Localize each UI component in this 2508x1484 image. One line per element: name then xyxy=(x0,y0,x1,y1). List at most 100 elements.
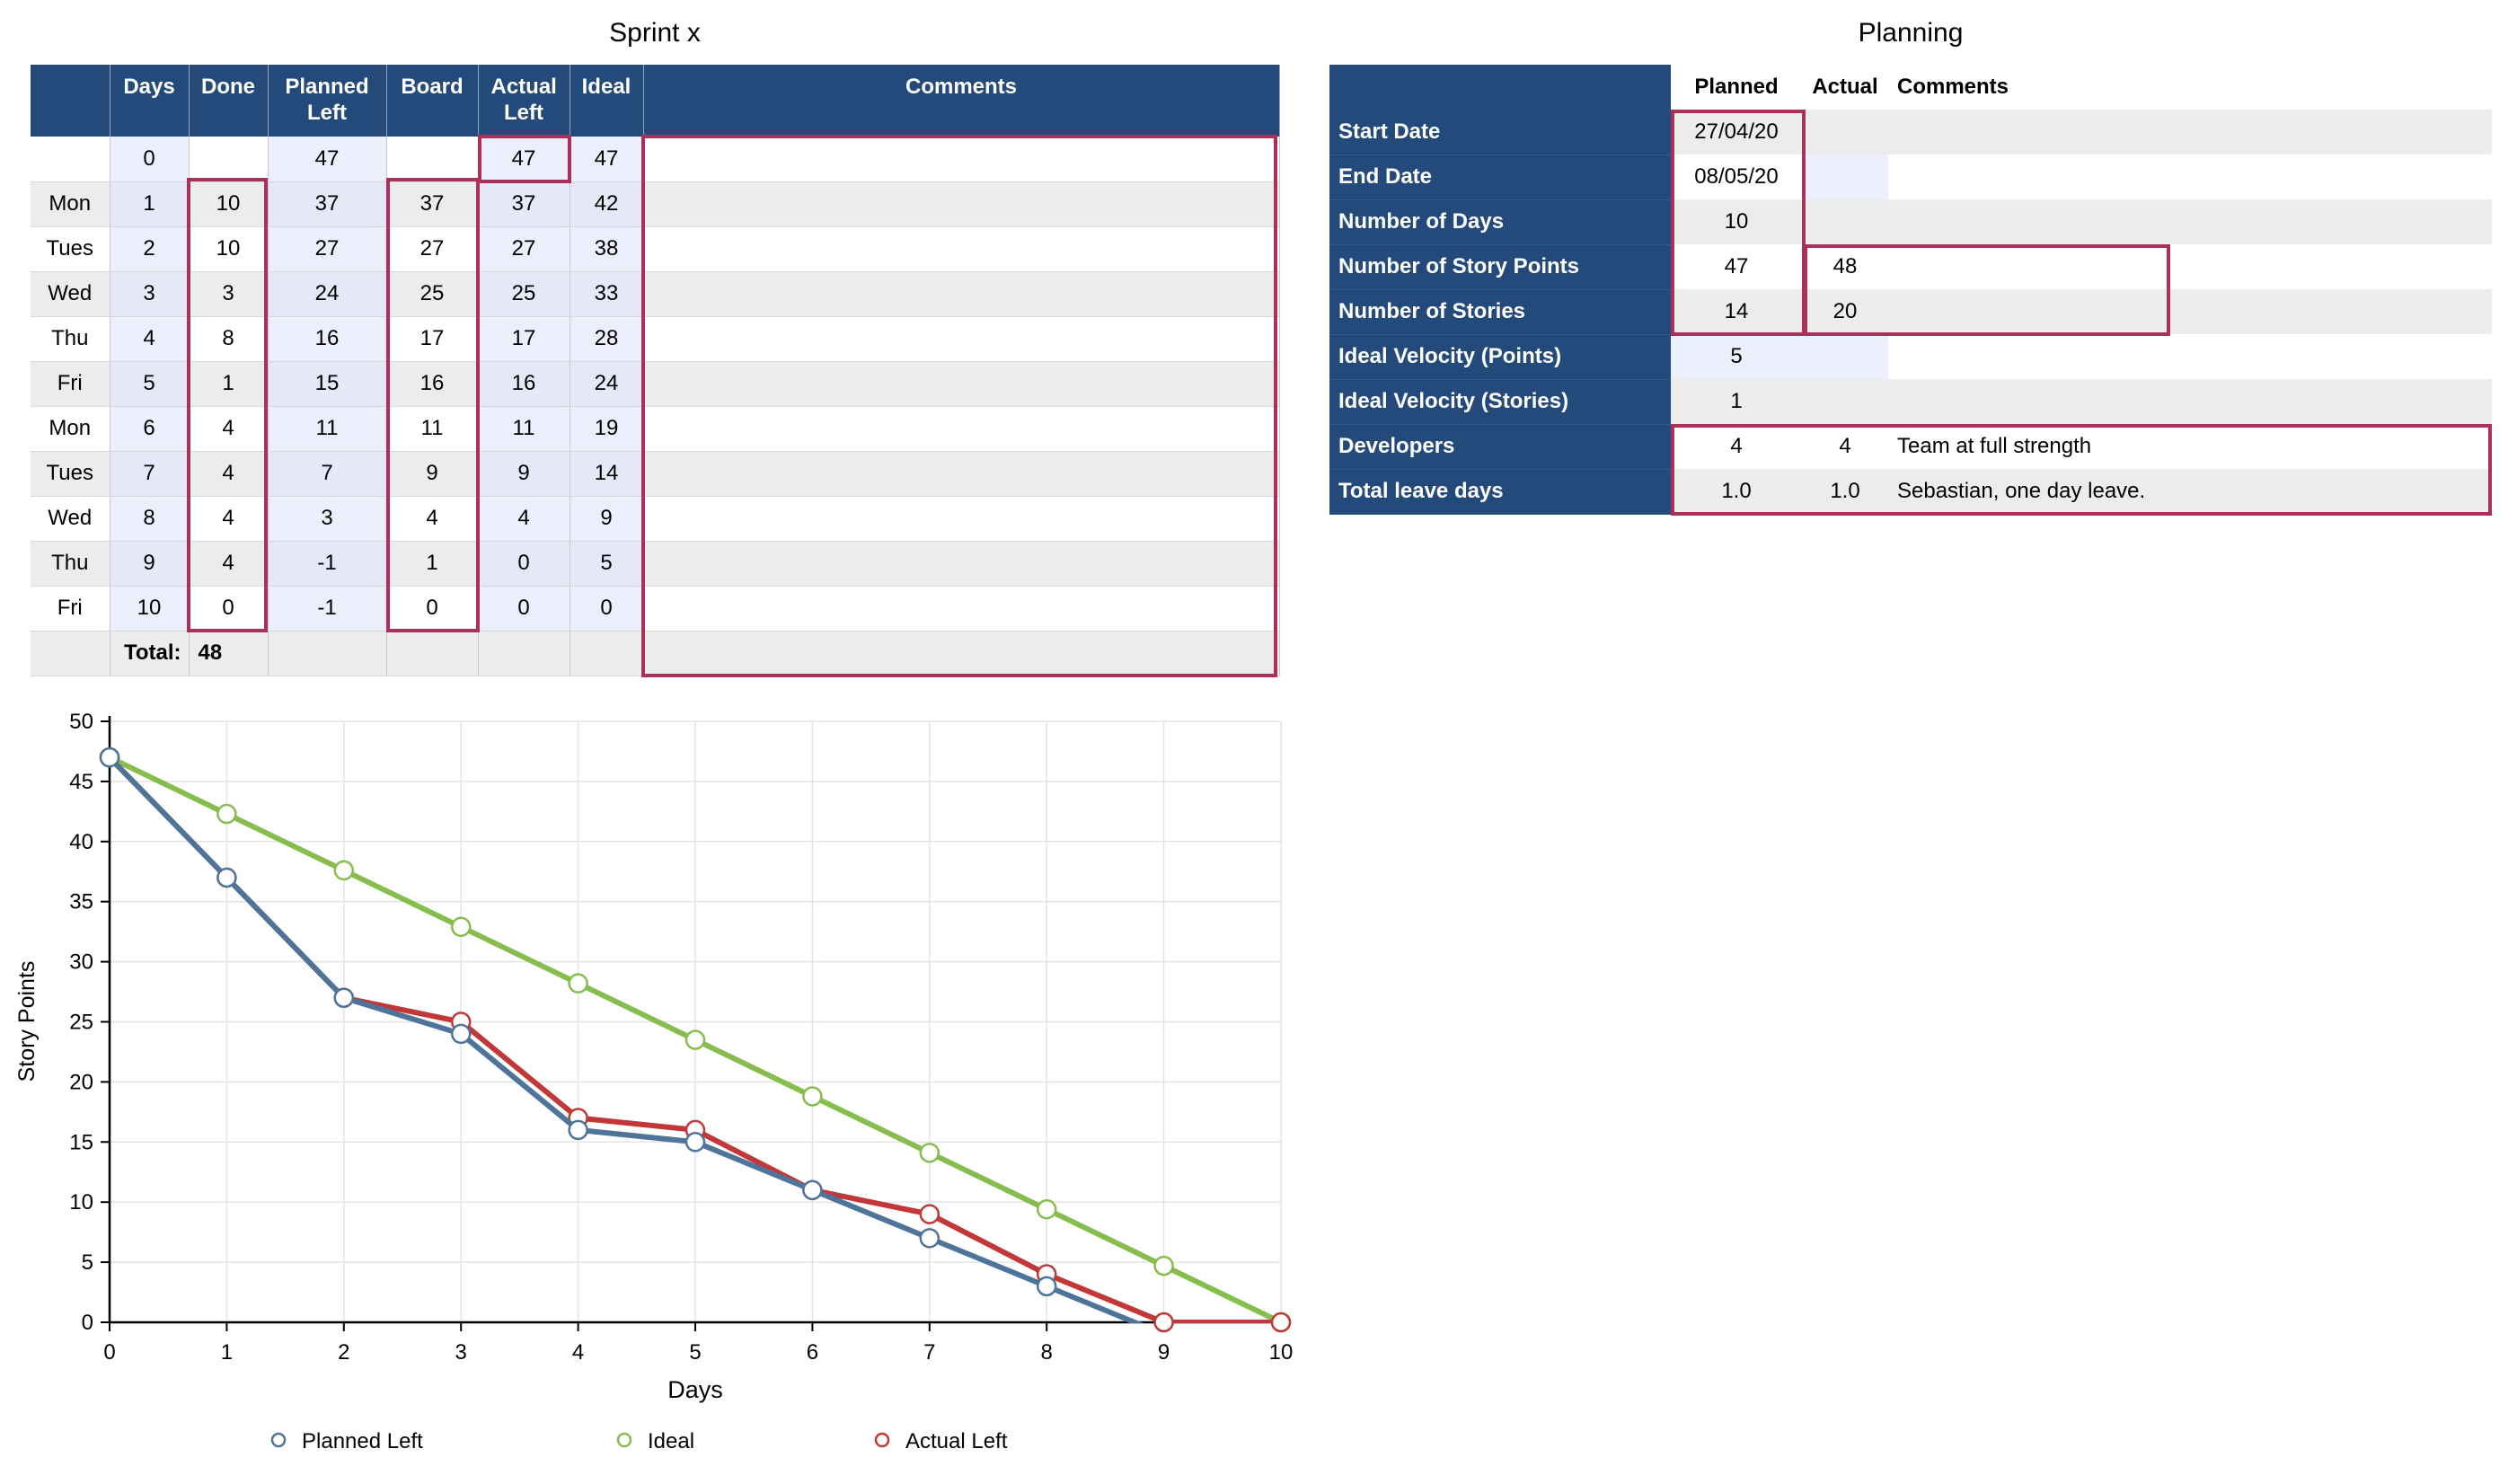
sprint-cell-board[interactable]: 1 xyxy=(386,541,479,587)
sprint-cell-comment[interactable] xyxy=(643,226,1280,272)
planning-comment[interactable] xyxy=(1888,110,2492,155)
data-point-planned-left[interactable] xyxy=(684,1132,706,1153)
sprint-cell-comment[interactable] xyxy=(643,181,1280,227)
sprint-cell-ideal[interactable]: 38 xyxy=(570,226,644,272)
planning-comment[interactable] xyxy=(1888,289,2492,334)
data-point-planned-left[interactable] xyxy=(333,987,355,1008)
sprint-cell-board[interactable]: 9 xyxy=(386,451,479,497)
sprint-cell-actual-left[interactable]: 17 xyxy=(478,316,570,362)
sprint-cell-planned-left[interactable]: 47 xyxy=(268,137,387,182)
sprint-cell-day[interactable]: 3 xyxy=(110,271,190,317)
sprint-cell-comment[interactable] xyxy=(643,361,1280,407)
sprint-cell-weekday[interactable]: Thu xyxy=(31,316,110,362)
sprint-cell-planned-left[interactable]: 16 xyxy=(268,316,387,362)
sprint-cell-board[interactable]: 27 xyxy=(386,226,479,272)
data-point-planned-left[interactable] xyxy=(99,746,120,768)
sprint-cell-weekday[interactable] xyxy=(31,137,110,182)
data-point-ideal[interactable] xyxy=(919,1143,940,1163)
sprint-cell-comment[interactable] xyxy=(643,271,1280,317)
data-point-ideal[interactable] xyxy=(1153,1255,1174,1276)
sprint-cell-board[interactable] xyxy=(386,137,479,182)
sprint-cell-weekday[interactable]: Wed xyxy=(31,496,110,542)
sprint-cell-day[interactable]: 9 xyxy=(110,541,190,587)
sprint-cell-actual-left[interactable]: 16 xyxy=(478,361,570,407)
sprint-cell-planned-left[interactable]: 37 xyxy=(268,181,387,227)
sprint-cell-ideal[interactable]: 0 xyxy=(570,586,644,632)
planning-planned[interactable]: 14 xyxy=(1671,289,1802,334)
data-point-ideal[interactable] xyxy=(450,916,472,938)
planning-header-actual[interactable]: Actual xyxy=(1802,65,1888,110)
sprint-cell-comment[interactable] xyxy=(643,541,1280,587)
sprint-header-actual-left[interactable]: Actual Left xyxy=(478,65,570,137)
sprint-cell-done[interactable]: 1 xyxy=(189,361,269,407)
sprint-cell-day[interactable]: 6 xyxy=(110,406,190,452)
sprint-cell-board[interactable]: 17 xyxy=(386,316,479,362)
planning-actual[interactable]: 20 xyxy=(1802,289,1888,334)
sprint-cell-ideal[interactable]: 47 xyxy=(570,137,644,182)
sprint-cell-comment[interactable] xyxy=(643,137,1280,182)
sprint-header-planned-left[interactable]: Planned Left xyxy=(268,65,387,137)
sprint-header-board[interactable]: Board xyxy=(386,65,479,137)
sprint-cell-done[interactable]: 0 xyxy=(189,586,269,632)
planning-planned[interactable]: 27/04/20 xyxy=(1671,110,1802,155)
sprint-header-comments[interactable]: Comments xyxy=(643,65,1280,137)
sprint-cell-comment[interactable] xyxy=(643,496,1280,542)
sprint-cell-board[interactable]: 4 xyxy=(386,496,479,542)
sprint-cell-board[interactable]: 11 xyxy=(386,406,479,452)
sprint-cell-planned-left[interactable]: 7 xyxy=(268,451,387,497)
sprint-cell-weekday[interactable]: Tues xyxy=(31,451,110,497)
data-point-planned-left[interactable] xyxy=(919,1228,940,1249)
sprint-cell-done[interactable]: 10 xyxy=(189,181,269,227)
data-point-planned-left[interactable] xyxy=(1036,1276,1057,1297)
sprint-cell-weekday[interactable]: Fri xyxy=(31,586,110,632)
data-point-planned-left[interactable] xyxy=(216,867,237,888)
data-point-ideal[interactable] xyxy=(684,1029,706,1050)
sprint-header-done[interactable]: Done xyxy=(189,65,269,137)
sprint-cell-weekday[interactable]: Fri xyxy=(31,361,110,407)
sprint-cell-ideal[interactable]: 9 xyxy=(570,496,644,542)
sprint-cell-actual-left[interactable]: 11 xyxy=(478,406,570,452)
data-point-ideal[interactable] xyxy=(1036,1198,1057,1220)
sprint-cell-actual-left[interactable]: 25 xyxy=(478,271,570,317)
planning-actual[interactable]: 48 xyxy=(1832,254,1858,278)
sprint-cell-weekday[interactable]: Mon xyxy=(31,181,110,227)
sprint-cell-comment[interactable] xyxy=(643,316,1280,362)
planning-actual[interactable] xyxy=(1802,199,1888,244)
sprint-cell-weekday[interactable]: Tues xyxy=(31,226,110,272)
planning-comment[interactable] xyxy=(1888,244,2492,289)
planning-planned[interactable]: 1 xyxy=(1671,379,1802,424)
sprint-cell-comment[interactable] xyxy=(643,586,1280,632)
planning-header-comments[interactable]: Comments xyxy=(1888,65,2492,110)
planning-header-planned[interactable]: Planned xyxy=(1671,65,1802,110)
sprint-cell-actual-left[interactable]: 37 xyxy=(478,181,570,227)
planning-comment[interactable]: Sebastian, one day leave. xyxy=(1888,469,2492,514)
sprint-cell-ideal[interactable]: 28 xyxy=(570,316,644,362)
planning-actual[interactable]: 4 xyxy=(1839,434,1851,458)
sprint-cell-board[interactable]: 16 xyxy=(386,361,479,407)
planning-comment[interactable] xyxy=(1888,379,2492,424)
sprint-cell-done[interactable]: 8 xyxy=(189,316,269,362)
planning-comment[interactable] xyxy=(1888,155,2492,199)
data-point-ideal[interactable] xyxy=(333,860,355,881)
planning-comment[interactable]: Team at full strength xyxy=(1897,434,2092,458)
sprint-cell-day[interactable]: 1 xyxy=(110,181,190,227)
sprint-cell-planned-left[interactable]: 11 xyxy=(268,406,387,452)
data-point-actual-left[interactable] xyxy=(1153,1312,1174,1333)
planning-comment[interactable] xyxy=(1888,199,2492,244)
planning-planned[interactable]: 10 xyxy=(1671,199,1802,244)
sprint-cell-day[interactable]: 8 xyxy=(110,496,190,542)
sprint-cell-actual-left[interactable]: 47 xyxy=(478,137,570,182)
planning-planned[interactable]: 5 xyxy=(1671,334,1802,379)
sprint-cell-ideal[interactable]: 24 xyxy=(570,361,644,407)
planning-actual[interactable] xyxy=(1802,155,1888,199)
sprint-cell-actual-left[interactable]: 0 xyxy=(478,586,570,632)
sprint-cell-day[interactable]: 0 xyxy=(110,137,190,182)
sprint-cell-planned-left[interactable]: 24 xyxy=(268,271,387,317)
data-point-ideal[interactable] xyxy=(216,803,237,825)
sprint-cell-done[interactable]: 4 xyxy=(189,451,269,497)
sprint-cell-done[interactable]: 4 xyxy=(189,496,269,542)
sprint-cell-done[interactable]: 4 xyxy=(189,406,269,452)
data-point-planned-left[interactable] xyxy=(450,1023,472,1045)
planning-actual[interactable] xyxy=(1802,110,1888,155)
sprint-cell-board[interactable]: 37 xyxy=(386,181,479,227)
